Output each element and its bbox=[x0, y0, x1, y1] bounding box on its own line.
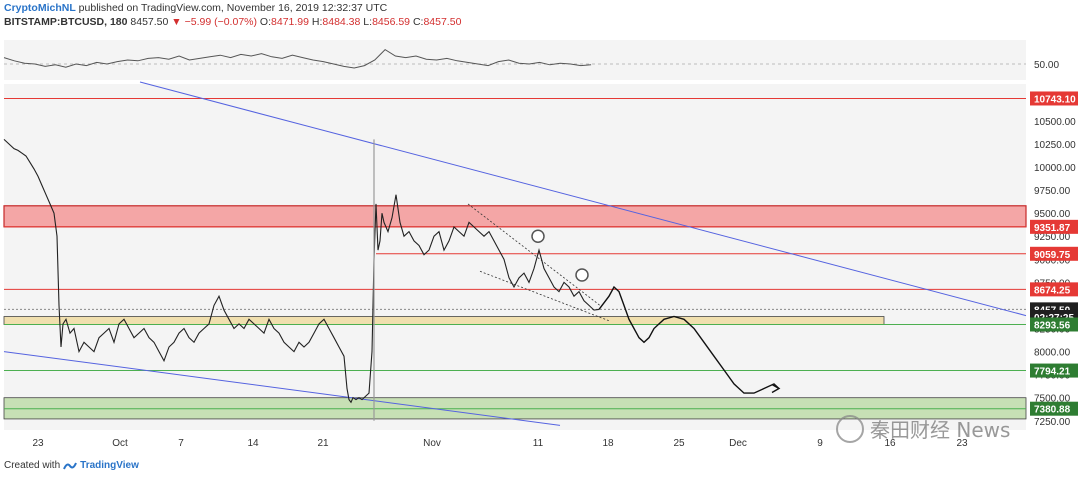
zone-support bbox=[3, 316, 885, 325]
y-tick-label: 9500.00 bbox=[1034, 209, 1071, 220]
watermark: 秦田财经 News bbox=[836, 414, 1010, 443]
x-tick-label: 14 bbox=[247, 438, 259, 449]
marker-x-icon bbox=[531, 229, 545, 243]
created-with-text: Created with bbox=[4, 460, 61, 471]
price-tag-label: 7380.88 bbox=[1034, 405, 1071, 416]
projection-arrowhead bbox=[771, 383, 781, 394]
x-tick-label: Nov bbox=[423, 438, 441, 449]
price-tag bbox=[1030, 363, 1078, 378]
price-change: ▼ −5.99 (−0.07%) bbox=[171, 16, 257, 28]
price-tag bbox=[1030, 91, 1078, 106]
zone-resistance bbox=[3, 205, 1027, 228]
channel-bottom-line bbox=[479, 270, 611, 322]
price-tag bbox=[1030, 401, 1078, 416]
symbol-label: BITSTAMP:BTCUSD, 180 bbox=[4, 16, 128, 28]
price-pane bbox=[4, 84, 1026, 430]
footer: Created with TradingView bbox=[4, 460, 139, 471]
price-chart[interactable]: 50.00 7250.007500.007750.008000.008250.0… bbox=[0, 30, 1080, 456]
price-tag bbox=[1030, 282, 1078, 297]
y-tick-label: 10250.00 bbox=[1034, 140, 1076, 151]
oscillator-line bbox=[3, 48, 592, 69]
price-tag-label: 7794.21 bbox=[1034, 367, 1071, 378]
price-tag bbox=[1030, 246, 1078, 261]
y-tick-label: 7500.00 bbox=[1034, 394, 1071, 405]
x-tick-label: 9 bbox=[817, 438, 823, 449]
x-tick-label: 7 bbox=[178, 438, 184, 449]
y-tick-label: 8000.00 bbox=[1034, 348, 1071, 359]
price-tag-label: 10743.10 bbox=[1034, 94, 1076, 105]
publish-info: CryptoMichNL published on TradingView.co… bbox=[4, 2, 387, 14]
x-tick-label: 11 bbox=[533, 438, 544, 449]
ohlc-close: 8457.50 bbox=[423, 16, 462, 28]
ohlc-low: 8456.59 bbox=[372, 16, 411, 28]
oscillator-pane bbox=[4, 40, 1026, 80]
price-tag-label: 8674.25 bbox=[1034, 285, 1071, 296]
author-link[interactable]: CryptoMichNL bbox=[4, 2, 76, 14]
oscillator-label: 50.00 bbox=[1034, 60, 1059, 71]
x-tick-label: 25 bbox=[673, 438, 685, 449]
x-tick-label: 16 bbox=[884, 438, 896, 449]
lower-trendline bbox=[3, 351, 561, 426]
watermark-text: 秦田财经 News bbox=[870, 418, 1011, 442]
x-tick-label: Dec bbox=[729, 438, 747, 449]
published-text: published on TradingView.com, November 1… bbox=[78, 2, 388, 14]
price-tag bbox=[1030, 219, 1078, 234]
price-tag-label: 8293.56 bbox=[1034, 320, 1071, 331]
ohlc-open-label: O: bbox=[259, 16, 272, 28]
ohlc-high: 8484.38 bbox=[322, 16, 361, 28]
x-tick-label: Oct bbox=[112, 438, 128, 449]
x-tick-label: 21 bbox=[317, 438, 329, 449]
ohlc-high-label: H: bbox=[311, 16, 323, 28]
x-tick-label: 18 bbox=[602, 438, 614, 449]
ohlc-low-label: L: bbox=[363, 16, 373, 28]
upper-trendline bbox=[139, 81, 1027, 317]
y-tick-label: 7250.00 bbox=[1034, 417, 1071, 428]
price-tag bbox=[1030, 317, 1078, 332]
last-price: 8457.50 bbox=[130, 16, 169, 28]
x-tick-label: 23 bbox=[956, 438, 968, 449]
symbol-info: BITSTAMP:BTCUSD, 180 8457.50 ▼ −5.99 (−0… bbox=[4, 16, 461, 28]
projection-path bbox=[598, 285, 780, 394]
price-line bbox=[3, 138, 600, 404]
marker-square-icon bbox=[575, 268, 589, 282]
price-tag-label: 9351.87 bbox=[1034, 223, 1071, 234]
ohlc-close-label: C: bbox=[412, 16, 424, 28]
y-tick-label: 9750.00 bbox=[1034, 186, 1071, 197]
tradingview-brand[interactable]: TradingView bbox=[80, 460, 139, 471]
wechat-icon bbox=[836, 414, 864, 443]
y-tick-label: 10000.00 bbox=[1034, 163, 1076, 174]
y-tick-label: 9250.00 bbox=[1034, 232, 1071, 243]
tradingview-logo-icon bbox=[63, 462, 78, 469]
ohlc-open: 8471.99 bbox=[271, 16, 309, 28]
price-tag-label: 9059.75 bbox=[1034, 250, 1071, 261]
x-tick-label: 23 bbox=[32, 438, 44, 449]
y-tick-label: 9000.00 bbox=[1034, 255, 1071, 266]
y-tick-label: 10500.00 bbox=[1034, 117, 1076, 128]
